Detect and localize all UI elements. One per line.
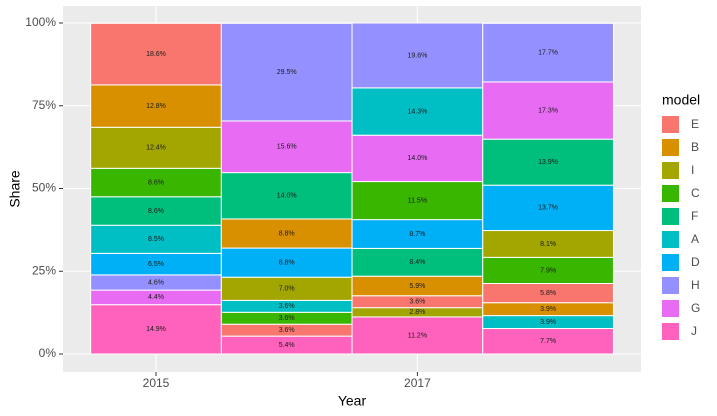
segment-label: 8.8%	[279, 259, 295, 266]
segment-label: 5.4%	[279, 342, 295, 349]
bar-segment	[482, 22, 614, 83]
segment-label: 8.1%	[540, 241, 556, 248]
legend-label: C	[691, 186, 700, 200]
bar-segment	[90, 84, 222, 128]
legend-title: model	[662, 92, 700, 108]
legend-key	[662, 254, 679, 271]
x-tick-label: 2015	[143, 376, 170, 390]
segment-label: 3.6%	[279, 303, 295, 310]
y-axis-title: Share	[7, 170, 23, 208]
segment-label: 6.5%	[148, 261, 164, 268]
segment-label: 4.4%	[148, 294, 164, 301]
legend-label: E	[691, 117, 699, 131]
bar-segment	[220, 218, 353, 249]
bar-segment	[220, 172, 353, 220]
legend-label: J	[691, 324, 697, 338]
legend-key	[662, 300, 679, 317]
segment-label: 8.5%	[148, 236, 164, 243]
bar-segment	[90, 304, 222, 355]
segment-label: 8.8%	[279, 230, 295, 237]
segment-label: 14.9%	[146, 326, 166, 333]
bar-segment	[351, 134, 484, 183]
y-tick-label: 100%	[25, 15, 56, 29]
y-tick-label: 50%	[32, 181, 56, 195]
legend-label: A	[691, 232, 699, 246]
legend-key	[662, 185, 679, 202]
bar-segment	[90, 196, 222, 226]
bar-segment	[220, 22, 353, 122]
x-tick-label: 2017	[404, 376, 431, 390]
segment-label: 14.3%	[407, 108, 427, 115]
legend-key	[662, 208, 679, 225]
legend-label: I	[691, 163, 694, 177]
segment-label: 11.5%	[408, 197, 427, 204]
bar-segment	[482, 81, 614, 140]
bar-segment	[351, 87, 484, 136]
legend-label: B	[691, 140, 699, 154]
bar-segment	[351, 316, 484, 355]
bar-segment	[90, 167, 222, 198]
legend-key	[662, 162, 679, 179]
y-tick-label: 25%	[32, 263, 56, 277]
legend-label: G	[691, 301, 700, 315]
legend-key	[662, 116, 679, 133]
segment-label: 8.6%	[148, 208, 164, 215]
bar-segment	[482, 256, 614, 284]
segment-label: 17.3%	[538, 107, 558, 114]
bar-segment	[482, 184, 614, 232]
y-tick-label: 75%	[32, 98, 56, 112]
segment-label: 5.9%	[409, 283, 425, 290]
segment-label: 14.0%	[407, 155, 427, 162]
segment-label: 3.9%	[540, 319, 556, 326]
segment-label: 11.2%	[408, 332, 427, 339]
segment-label: 13.9%	[538, 159, 558, 166]
legend-key	[662, 277, 679, 294]
segment-label: 3.6%	[279, 315, 295, 322]
segment-label: 8.6%	[148, 179, 164, 186]
legend-label: D	[691, 255, 700, 269]
bar-segment	[90, 224, 222, 254]
segment-label: 14.0%	[277, 193, 297, 200]
segment-label: 12.4%	[146, 145, 166, 152]
bar-segment	[90, 22, 222, 86]
segment-label: 7.9%	[540, 267, 556, 274]
segment-label: 18.6%	[146, 51, 166, 58]
bar-segment	[482, 328, 614, 355]
legend-label: F	[691, 209, 698, 223]
segment-label: 7.0%	[279, 286, 295, 293]
segment-label: 8.4%	[409, 259, 425, 266]
legend-key	[662, 231, 679, 248]
bar-segment	[482, 138, 614, 186]
segment-label: 3.9%	[540, 306, 556, 313]
segment-label: 3.6%	[409, 299, 425, 306]
segment-label: 5.8%	[540, 290, 556, 297]
segment-label: 4.6%	[148, 279, 164, 286]
segment-label: 8.7%	[409, 231, 425, 238]
segment-label: 15.6%	[277, 144, 297, 151]
x-axis-title: Year	[338, 393, 367, 409]
legend-key	[662, 323, 679, 340]
segment-label: 7.7%	[540, 338, 556, 345]
segment-label: 3.6%	[279, 327, 295, 334]
bar-segment	[351, 219, 484, 249]
segment-label: 19.6%	[407, 52, 427, 59]
legend-label: H	[691, 278, 700, 292]
segment-label: 12.8%	[146, 103, 166, 110]
bar-segment	[351, 22, 484, 89]
segment-label: 17.7%	[538, 49, 558, 56]
y-tick-label: 0%	[39, 346, 57, 360]
segment-label: 2.8%	[409, 309, 425, 316]
segment-label: 13.7%	[538, 205, 558, 212]
legend-key	[662, 139, 679, 156]
segment-label: 29.5%	[277, 69, 297, 76]
